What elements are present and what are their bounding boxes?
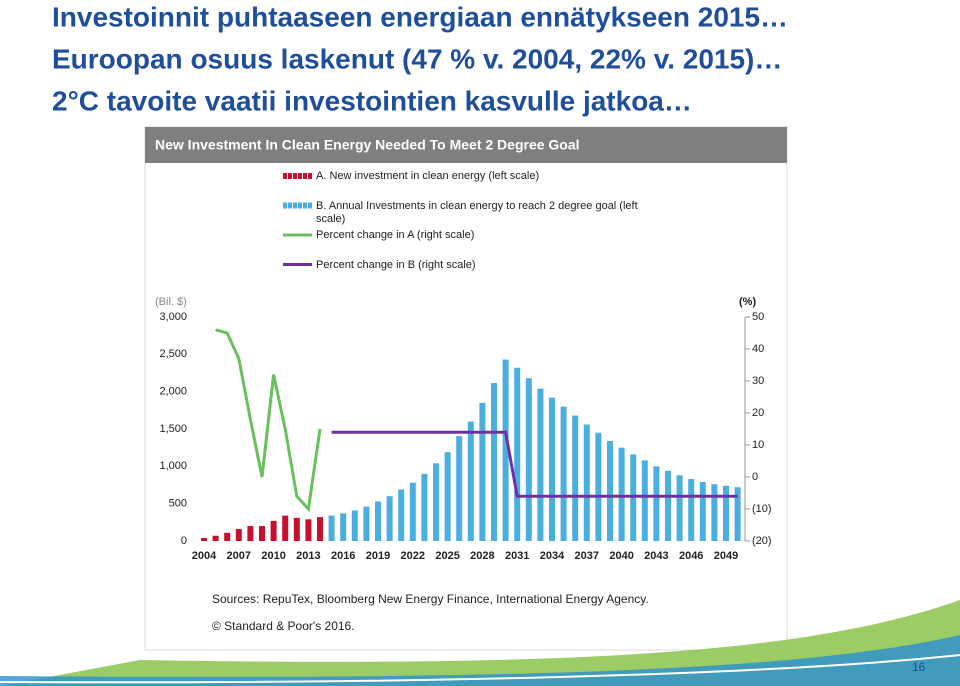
bar — [201, 538, 207, 541]
x-tick-label: 2031 — [505, 550, 529, 562]
x-tick-label: 2013 — [296, 550, 320, 562]
bar — [572, 415, 579, 541]
x-tick-label: 2004 — [192, 550, 217, 562]
source: Sources: RepuTex, Bloomberg New Energy F… — [212, 592, 649, 606]
y2-tick-label: 50 — [752, 311, 764, 323]
bar — [699, 482, 706, 541]
bar — [514, 367, 521, 541]
decoration — [0, 600, 960, 686]
x-tick-label: 2019 — [366, 550, 390, 562]
x-tick-label: 2046 — [679, 550, 703, 562]
bar — [549, 397, 555, 541]
chart-panel — [144, 126, 788, 651]
y-tick-label: 1,500 — [159, 423, 187, 435]
bar — [351, 510, 358, 541]
x-tick-label: 2028 — [470, 550, 494, 562]
bar — [537, 388, 544, 541]
bar — [433, 463, 439, 541]
y-tick-label: 3,000 — [159, 311, 187, 323]
legend-label: Percent change in B (right scale) — [316, 258, 476, 271]
heading: 2°C tavoite vaatii investointien kasvull… — [52, 85, 692, 116]
heading: Euroopan osuus laskenut (47 % v. 2004, 2… — [52, 43, 782, 74]
bar — [386, 496, 393, 541]
y2-tick-label: 20 — [752, 407, 764, 419]
bar — [293, 517, 300, 541]
y-tick-label: 1,000 — [159, 460, 187, 472]
bar — [502, 359, 509, 541]
x-tick-label: 2010 — [261, 550, 285, 562]
x-tick-label: 2034 — [540, 550, 565, 562]
line — [215, 328, 322, 513]
bar — [212, 535, 219, 541]
bar — [491, 383, 497, 541]
bar — [665, 470, 671, 541]
bar — [444, 452, 451, 541]
decoration — [0, 654, 960, 684]
x-tick-label: 2016 — [331, 550, 355, 562]
bar — [676, 475, 683, 541]
legend-label: Percent change in A (right scale) — [316, 229, 475, 241]
bar — [560, 406, 567, 541]
y-tick-label: 0 — [181, 535, 187, 547]
x-tick-label: 2007 — [227, 550, 251, 562]
heading: Investoinnit puhtaaseen energiaan ennäty… — [52, 1, 788, 32]
bar — [641, 460, 648, 541]
bar — [688, 479, 695, 541]
chart-title: New Investment In Clean Energy Needed To… — [155, 137, 580, 153]
bar — [340, 513, 347, 541]
bar — [363, 506, 370, 541]
legend-label: B. Annual Investments in clean energy to… — [316, 199, 638, 225]
y-axis-label: (Bil. $) — [155, 296, 187, 308]
chart-title-bar — [145, 127, 787, 163]
bar — [734, 487, 741, 541]
y2-axis-label: (%) — [739, 296, 756, 308]
bar — [317, 517, 323, 541]
x-tick-label: 2037 — [575, 550, 599, 562]
bar — [723, 485, 729, 541]
bar — [525, 378, 532, 541]
y2-tick-label: (10) — [752, 503, 772, 515]
line — [331, 430, 738, 498]
bar — [305, 519, 312, 541]
page-number: 16 — [912, 660, 926, 674]
x-tick-label: 2022 — [401, 550, 425, 562]
bar — [479, 402, 486, 541]
bar — [398, 489, 405, 541]
y2-tick-label: 30 — [752, 375, 764, 387]
y2-tick-label: 10 — [752, 439, 764, 451]
bar — [467, 421, 474, 541]
y-tick-label: 500 — [169, 498, 187, 510]
bar — [270, 520, 277, 541]
bar — [583, 424, 590, 541]
y2-tick-label: 40 — [752, 343, 764, 355]
decoration — [0, 635, 960, 686]
bar — [224, 532, 231, 541]
y-tick-label: 2,000 — [159, 386, 187, 398]
y-tick-label: 2,500 — [159, 348, 187, 360]
x-tick-label: 2025 — [435, 550, 459, 562]
bar — [595, 432, 602, 541]
bar — [456, 436, 463, 541]
bar — [409, 482, 416, 541]
bar — [421, 473, 428, 541]
source: © Standard & Poor's 2016. — [212, 619, 355, 633]
bar — [653, 466, 660, 541]
x-tick-label: 2040 — [609, 550, 633, 562]
bar — [375, 501, 381, 541]
legend-label: A. New investment in clean energy (left … — [316, 170, 540, 182]
bar — [235, 529, 242, 541]
bar — [607, 440, 613, 541]
bar — [711, 484, 718, 541]
bar — [328, 515, 335, 541]
x-tick-label: 2049 — [714, 550, 738, 562]
bar — [618, 447, 625, 541]
y2-tick-label: (20) — [752, 535, 772, 547]
bar — [282, 515, 289, 541]
y2-tick-label: 0 — [752, 471, 758, 483]
bar — [247, 526, 254, 541]
bar — [259, 526, 265, 541]
x-tick-label: 2043 — [644, 550, 668, 562]
